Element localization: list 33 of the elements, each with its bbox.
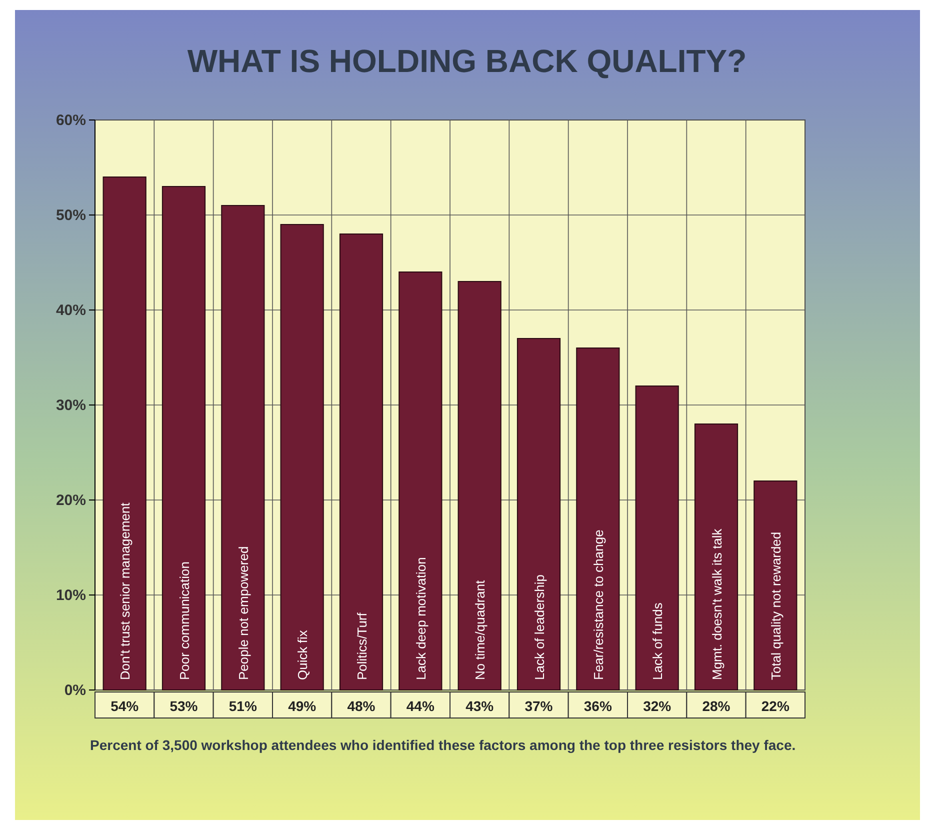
y-tick-label: 30% bbox=[56, 396, 86, 414]
x-tick-label: Lack of leadership bbox=[532, 574, 547, 680]
data-label: 48% bbox=[347, 698, 376, 714]
y-tick-label: 60% bbox=[56, 112, 86, 129]
data-label: 51% bbox=[228, 698, 258, 714]
text: Percent of 3,500 workshop attendees who identified these factors among the top three resistors they face. bbox=[90, 737, 796, 753]
x-tick-label: Quick fix bbox=[295, 630, 310, 680]
y-tick-label: 10% bbox=[56, 586, 86, 604]
x-tick-label: Mgmt. doesn't walk its talk bbox=[709, 528, 724, 680]
data-label: 44% bbox=[406, 698, 435, 714]
chart-title: WHAT IS HOLDING BACK QUALITY? bbox=[187, 43, 747, 79]
y-tick-label: 50% bbox=[56, 206, 86, 224]
x-tick-label: No time/quadrant bbox=[472, 580, 488, 680]
data-label: 32% bbox=[643, 698, 672, 714]
x-tick-label: Politics/Turf bbox=[354, 612, 370, 680]
y-tick-label: 0% bbox=[64, 682, 86, 699]
data-label: 28% bbox=[702, 698, 731, 714]
x-tick-label: Don't trust senior management bbox=[118, 502, 133, 680]
data-label: 49% bbox=[288, 698, 317, 714]
data-label: 54% bbox=[110, 698, 140, 714]
data-label: 36% bbox=[584, 698, 612, 714]
x-tick-label: People not empowered bbox=[236, 546, 251, 680]
x-tick-label: Total quality not rewarded bbox=[768, 532, 784, 680]
data-label: 22% bbox=[761, 698, 790, 714]
y-tick-label: 40% bbox=[56, 302, 86, 319]
x-tick-label: Fear/resistance to change bbox=[590, 530, 606, 680]
x-tick-label: Lack deep motivation bbox=[413, 557, 428, 680]
data-label: 37% bbox=[524, 698, 554, 714]
y-tick-label: 20% bbox=[56, 492, 86, 509]
data-label: 53% bbox=[170, 698, 198, 714]
x-tick-label: Lack of funds bbox=[650, 602, 666, 680]
data-label: 43% bbox=[466, 698, 494, 714]
x-tick-label: Poor communication bbox=[176, 562, 192, 680]
